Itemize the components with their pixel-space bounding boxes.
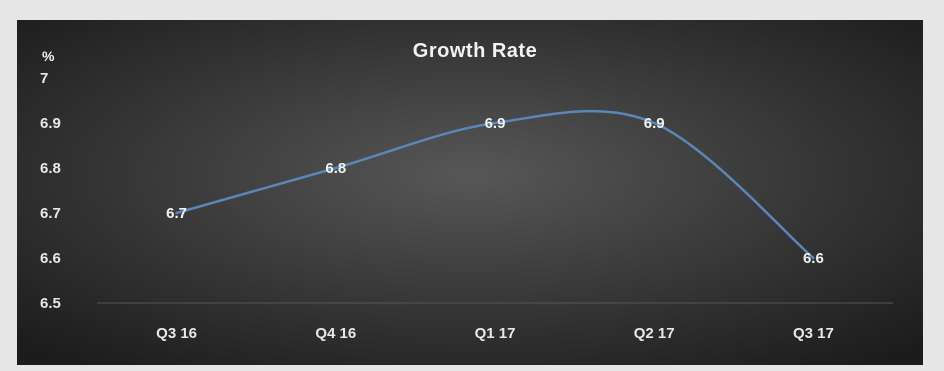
- y-tick-label: 6.9: [40, 115, 61, 132]
- y-axis-unit: %: [42, 48, 55, 64]
- data-labels: 6.7 6.8 6.9 6.9 6.6: [166, 115, 824, 267]
- x-tick-label: Q2 17: [634, 325, 675, 342]
- chart-background: [17, 20, 923, 365]
- data-label: 6.9: [644, 115, 665, 132]
- x-axis-tick-labels: Q3 16 Q4 16 Q1 17 Q2 17 Q3 17: [156, 325, 834, 342]
- y-tick-label: 6.8: [40, 160, 61, 177]
- growth-rate-line-chart: Growth Rate % 6.5 6.6 6.7 6.8 6.9 7 Q3 16 Q4 1…: [17, 20, 923, 365]
- x-tick-label: Q1 17: [475, 325, 516, 342]
- chart-container: Growth Rate % 6.5 6.6 6.7 6.8 6.9 7 Q3 16 Q4 1…: [17, 20, 923, 365]
- x-tick-label: Q3 16: [156, 325, 197, 342]
- x-tick-label: Q4 16: [315, 325, 356, 342]
- y-tick-label: 6.6: [40, 250, 61, 267]
- y-tick-label: 7: [40, 70, 48, 87]
- x-tick-label: Q3 17: [793, 325, 834, 342]
- y-tick-label: 6.5: [40, 295, 61, 312]
- data-label: 6.9: [485, 115, 506, 132]
- data-label: 6.8: [325, 160, 346, 177]
- y-tick-label: 6.7: [40, 205, 61, 222]
- data-label: 6.7: [166, 205, 187, 222]
- data-label: 6.6: [803, 250, 824, 267]
- growth-rate-series-line: [175, 109, 815, 260]
- y-axis-tick-labels: 6.5 6.6 6.7 6.8 6.9 7: [40, 70, 61, 312]
- chart-title: Growth Rate: [413, 40, 537, 62]
